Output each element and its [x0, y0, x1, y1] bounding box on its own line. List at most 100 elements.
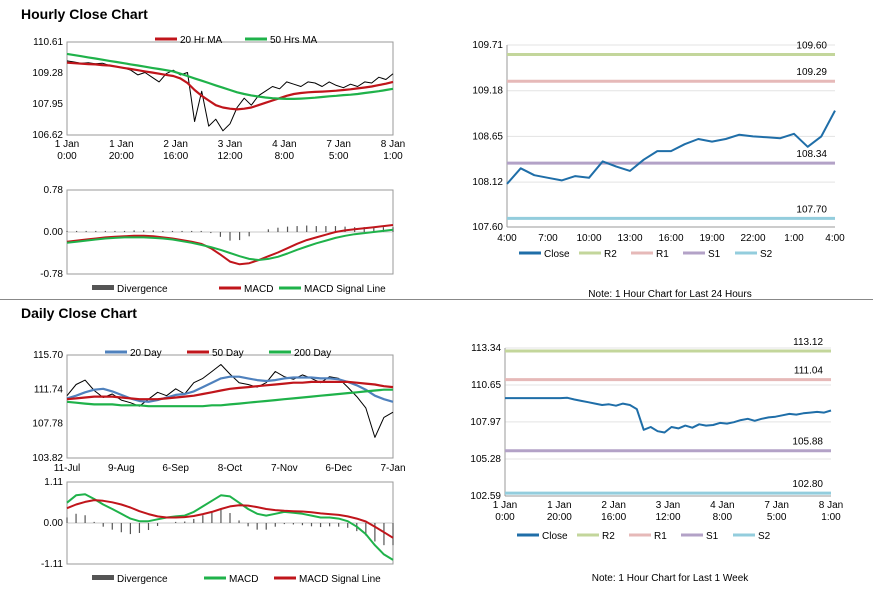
- hourly-levels-legend-label: R1: [656, 249, 669, 260]
- hourly-price-xtick-date: 1 Jan: [55, 139, 79, 150]
- daily-price-xtick-label: 6-Dec: [325, 463, 352, 474]
- hourly-levels-ytick-label: 109.18: [472, 86, 503, 97]
- hourly-levels-xtick-label: 1:00: [784, 233, 804, 244]
- daily-levels-xtick-date: 7 Jan: [764, 500, 788, 511]
- daily-levels-legend-label: S1: [706, 531, 719, 542]
- daily-price-legend-label: 20 Day: [130, 348, 162, 359]
- hourly-levels-legend-label: S2: [760, 249, 773, 260]
- daily-levels-ytick-label: 105.28: [470, 454, 501, 465]
- hourly-section-title: Hourly Close Chart: [21, 6, 148, 22]
- daily-levels-xtick-date: 2 Jan: [601, 500, 625, 511]
- daily-levels-xtick-time: 12:00: [655, 512, 680, 523]
- hourly-levels-legend-label: S1: [708, 249, 721, 260]
- daily-levels-level-label: 105.88: [792, 437, 823, 448]
- daily-price-xtick-label: 7-Jan: [380, 463, 405, 474]
- daily-price-legend-label: 50 Day: [212, 348, 244, 359]
- daily-levels-ytick-label: 113.34: [471, 343, 501, 354]
- daily-price-ytick-label: 103.82: [32, 453, 63, 464]
- daily-macd-series-macd-signal-line: [66, 499, 394, 539]
- daily-levels-xtick-date: 1 Jan: [547, 500, 571, 511]
- daily-price-ytick-label: 111.74: [34, 384, 64, 395]
- hourly-price-xtick-time: 20:00: [109, 151, 134, 162]
- hourly-macd-ytick-label: 0.78: [44, 185, 64, 196]
- hourly-price-series-50-hrs-ma: [66, 52, 394, 100]
- daily-section-title: Daily Close Chart: [21, 305, 137, 321]
- daily-levels-xtick-time: 8:00: [713, 512, 733, 523]
- hourly-levels-xtick-label: 10:00: [576, 233, 601, 244]
- daily-levels-xtick-date: 8 Jan: [819, 500, 843, 511]
- hourly-levels-xtick-label: 16:00: [658, 233, 683, 244]
- daily-levels-xtick-time: 20:00: [547, 512, 572, 523]
- hourly-price-frame: [66, 41, 394, 136]
- hourly-price-xtick-date: 2 Jan: [163, 139, 187, 150]
- hourly-macd-legend-label: Divergence: [117, 284, 168, 295]
- hourly-price-xtick-time: 8:00: [275, 151, 295, 162]
- hourly-levels-level-label: 109.29: [796, 67, 827, 78]
- hourly-levels-legend-label: R2: [604, 249, 617, 260]
- daily-levels-xtick-date: 4 Jan: [710, 500, 734, 511]
- hourly-levels-xtick-label: 4:00: [825, 233, 845, 244]
- hourly-levels-series-close: [506, 110, 836, 185]
- hourly-price-xtick-date: 1 Jan: [109, 139, 133, 150]
- daily-price-ytick-label: 115.70: [33, 350, 63, 361]
- daily-macd-legend-swatch: [92, 575, 114, 580]
- daily-macd-legend-label: MACD Signal Line: [299, 574, 381, 585]
- hourly-macd-series-macd-signal-line: [66, 228, 394, 261]
- daily-price-frame: [66, 354, 394, 459]
- daily-levels-xtick-time: 5:00: [767, 512, 787, 523]
- hourly-levels-xtick-label: 7:00: [538, 233, 558, 244]
- section-divider: [0, 299, 873, 300]
- daily-levels-series-close: [505, 396, 832, 434]
- hourly-macd-legend-label: MACD Signal Line: [304, 284, 386, 295]
- hourly-macd-legend-label: MACD: [244, 284, 273, 295]
- hourly-price-xtick-time: 1:00: [383, 151, 403, 162]
- daily-levels-legend-label: Close: [542, 531, 568, 542]
- daily-levels-legend-label: R1: [654, 531, 667, 542]
- hourly-price-xtick-date: 3 Jan: [218, 139, 242, 150]
- daily-macd-series-macd: [66, 493, 394, 561]
- hourly-levels-xtick-label: 22:00: [740, 233, 765, 244]
- daily-price-xtick-label: 8-Oct: [218, 463, 243, 474]
- daily-levels-xtick-time: 16:00: [601, 512, 626, 523]
- daily-levels-note: Note: 1 Hour Chart for Last 1 Week: [591, 573, 749, 584]
- hourly-price-xtick-date: 7 Jan: [326, 139, 350, 150]
- hourly-price-xtick-time: 16:00: [163, 151, 188, 162]
- hourly-levels-xtick-label: 19:00: [699, 233, 724, 244]
- hourly-levels-level-label: 107.70: [796, 204, 827, 215]
- hourly-levels-ytick-label: 108.12: [472, 177, 503, 188]
- hourly-price-xtick-time: 12:00: [217, 151, 242, 162]
- hourly-price-ytick-label: 106.62: [32, 130, 63, 141]
- hourly-price-ytick-label: 110.61: [33, 37, 63, 48]
- hourly-levels-ytick-label: 108.65: [472, 131, 503, 142]
- daily-levels-ytick-label: 110.65: [471, 380, 501, 391]
- daily-levels-level-label: 102.80: [792, 479, 823, 490]
- hourly-macd-ytick-label: -0.78: [40, 269, 63, 280]
- daily-levels-ytick-label: 107.97: [470, 417, 501, 428]
- hourly-levels-note: Note: 1 Hour Chart for Last 24 Hours: [588, 289, 752, 300]
- hourly-levels-xtick-label: 13:00: [617, 233, 642, 244]
- daily-price-series-50-day: [66, 380, 394, 401]
- hourly-levels-ytick-label: 109.71: [472, 40, 503, 51]
- hourly-levels-xtick-label: 4:00: [497, 233, 517, 244]
- hourly-price-xtick-date: 4 Jan: [272, 139, 296, 150]
- daily-levels-level-label: 111.04: [794, 366, 824, 377]
- daily-macd-ytick-label: -1.11: [41, 559, 63, 570]
- hourly-price-ytick-label: 109.28: [32, 68, 63, 79]
- daily-levels-xtick-time: 0:00: [495, 512, 515, 523]
- hourly-price-legend-label: 50 Hrs MA: [270, 35, 318, 46]
- hourly-levels-level-label: 108.34: [796, 149, 827, 160]
- daily-price-xtick-label: 7-Nov: [271, 463, 298, 474]
- hourly-price-ytick-label: 107.95: [32, 99, 63, 110]
- daily-price-xtick-label: 9-Aug: [108, 463, 135, 474]
- daily-levels-xtick-date: 1 Jan: [493, 500, 517, 511]
- daily-macd-ytick-label: 0.00: [44, 518, 64, 529]
- daily-price-series-price: [66, 364, 394, 438]
- daily-levels-level-label: 113.12: [793, 337, 823, 348]
- hourly-price-xtick-date: 8 Jan: [381, 139, 405, 150]
- daily-macd-legend-label: MACD: [229, 574, 258, 585]
- daily-levels-legend-label: S2: [758, 531, 771, 542]
- hourly-price-xtick-time: 5:00: [329, 151, 349, 162]
- hourly-price-xtick-time: 0:00: [57, 151, 77, 162]
- daily-price-series-20-day: [66, 375, 394, 403]
- hourly-levels-ytick-label: 107.60: [472, 222, 503, 233]
